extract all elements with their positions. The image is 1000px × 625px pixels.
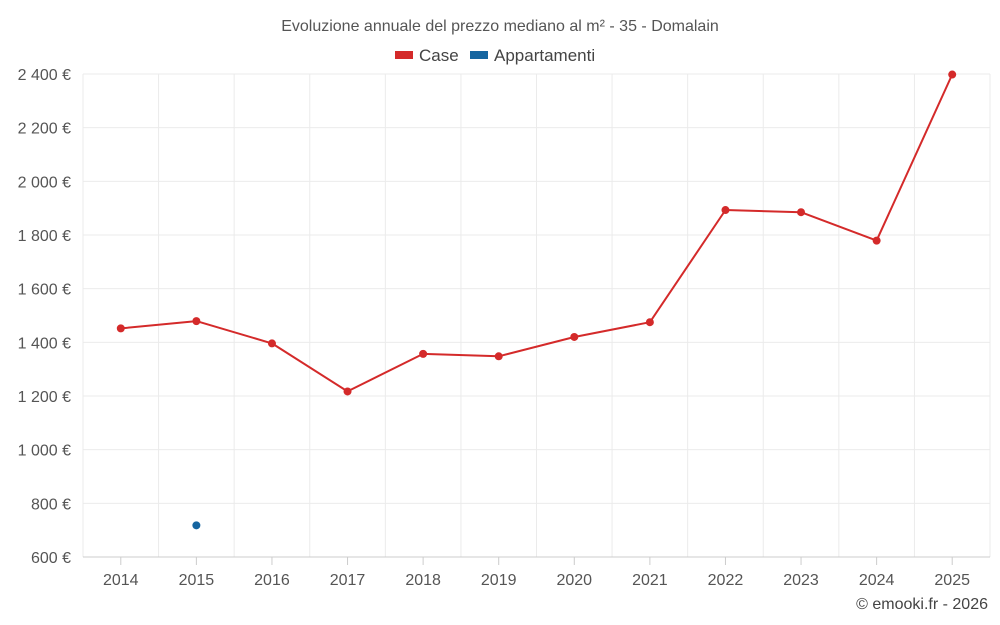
chart-title: Evoluzione annuale del prezzo mediano al… (281, 18, 719, 35)
y-axis: 600 € 800 € 1 000 € 1 200 € 1 400 € 1 600 € 1 … (18, 67, 71, 567)
x-tick-label: 2024 (859, 572, 895, 589)
data-point-case[interactable] (797, 208, 806, 217)
x-tick-label: 2016 (254, 572, 290, 589)
legend-swatch-appartamenti (470, 51, 488, 59)
x-axis: 2014 2015 2016 2017 2018 2019 2020 2021 2022 2023… (83, 556, 990, 589)
y-tick-label: 2 000 € (18, 174, 71, 191)
y-tick-label: 1 800 € (18, 228, 71, 245)
y-tick-label: 2 200 € (18, 121, 71, 138)
legend: Case Appartamenti (395, 46, 595, 65)
x-tick-label: 2022 (708, 572, 744, 589)
y-tick-label: 2 400 € (18, 67, 71, 84)
x-tick-label: 2020 (556, 572, 592, 589)
data-point-case[interactable] (343, 387, 352, 396)
data-point-case[interactable] (721, 206, 730, 215)
legend-label-case[interactable]: Case (419, 46, 459, 65)
data-point-case[interactable] (948, 70, 957, 79)
y-tick-label: 1 600 € (18, 282, 71, 299)
x-tick-label: 2015 (179, 572, 215, 589)
data-point-case[interactable] (192, 317, 201, 326)
x-tick-label: 2025 (934, 572, 970, 589)
series-line-case (120, 74, 954, 393)
y-tick-label: 600 € (31, 550, 71, 567)
grid (82, 73, 991, 557)
legend-label-appartamenti[interactable]: Appartamenti (494, 46, 595, 65)
series (116, 70, 957, 530)
credit-text: © emooki.fr - 2026 (856, 596, 988, 613)
y-tick-label: 1 200 € (18, 389, 71, 406)
y-tick-label: 1 400 € (18, 335, 71, 352)
legend-swatch-case (395, 51, 413, 59)
x-tick-label: 2017 (330, 572, 366, 589)
x-tick-label: 2021 (632, 572, 668, 589)
data-point-case[interactable] (419, 349, 428, 358)
x-tick-label: 2023 (783, 572, 819, 589)
data-point-case[interactable] (570, 332, 579, 341)
x-tick-label: 2014 (103, 572, 139, 589)
y-tick-label: 800 € (31, 496, 71, 513)
data-point-case[interactable] (494, 352, 503, 361)
data-point-case[interactable] (872, 236, 881, 245)
y-tick-label: 1 000 € (18, 443, 71, 460)
data-point-case[interactable] (645, 318, 654, 327)
x-tick-label: 2018 (405, 572, 441, 589)
data-point-case[interactable] (116, 324, 125, 333)
data-point-case[interactable] (267, 339, 276, 348)
x-tick-label: 2019 (481, 572, 517, 589)
data-point-appartamenti[interactable] (192, 521, 201, 530)
